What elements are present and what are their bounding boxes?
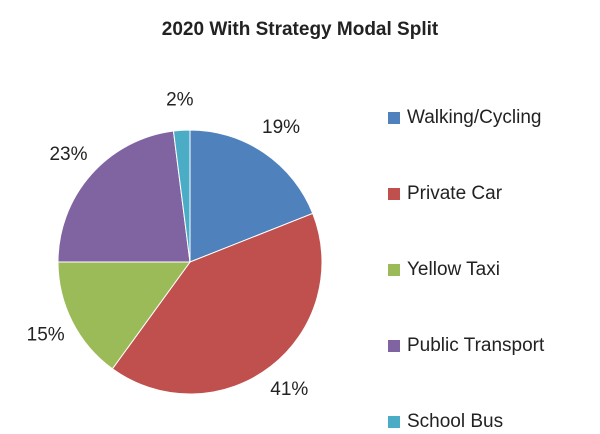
legend-label: Public Transport (407, 335, 545, 356)
legend-swatch (388, 188, 400, 200)
pie-slice (57, 130, 191, 263)
legend-label: School Bus (407, 411, 503, 432)
legend-label: Yellow Taxi (407, 259, 500, 280)
pie-slice (57, 261, 191, 370)
data-label: 15% (27, 325, 65, 346)
pie-slice (172, 129, 191, 263)
legend-label: Private Car (407, 183, 503, 204)
pie-slice (189, 129, 314, 263)
legend-swatch (388, 416, 400, 428)
data-label: 19% (262, 117, 300, 138)
legend-label: Walking/Cycling (407, 107, 541, 128)
legend-swatch (388, 264, 400, 276)
legend-swatch (388, 340, 400, 352)
pie-slice (111, 212, 323, 395)
data-label: 2% (166, 89, 194, 110)
legend-swatch (388, 112, 400, 124)
data-label: 41% (270, 379, 308, 400)
data-label: 23% (49, 144, 87, 165)
chart-title: 2020 With Strategy Modal Split (162, 19, 439, 40)
